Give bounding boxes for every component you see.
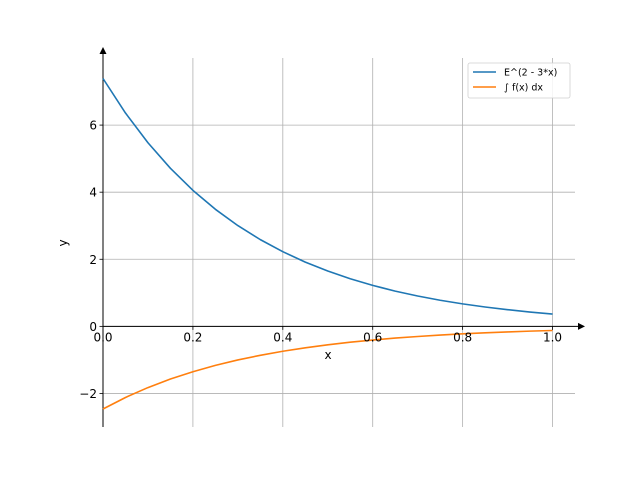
y-axis-label: y (56, 239, 70, 246)
legend-label-1: E^(2 - 3*x) (504, 68, 557, 79)
x-tick-label: 0.6 (363, 330, 382, 344)
y-tick-label: 6 (89, 119, 97, 133)
x-tick-label: 1.0 (543, 330, 562, 344)
grid (102, 58, 575, 427)
x-tick-label: 0.2 (183, 330, 202, 344)
y-tick-label: 2 (89, 253, 97, 267)
tick-labels: 0.0 0.2 0.4 0.6 0.8 1.0 −2 0 2 4 6 (79, 119, 562, 401)
x-tick-label: 0.0 (93, 330, 112, 344)
plot-area (102, 78, 553, 410)
x-axis-arrow-icon (578, 322, 585, 330)
y-tick-label: 4 (89, 186, 97, 200)
legend: E^(2 - 3*x) ∫ f(x) dx (467, 62, 571, 99)
x-tick-label: 0.8 (453, 330, 472, 344)
series-line-1 (102, 78, 553, 315)
x-tick-label: 0.4 (273, 330, 292, 344)
x-axis-label: x (324, 348, 331, 362)
y-tick-label: −2 (79, 387, 97, 401)
legend-label-2: ∫ f(x) dx (504, 83, 543, 94)
y-tick-label: 0 (89, 320, 97, 334)
axes (99, 47, 585, 427)
series-line-2 (102, 329, 553, 410)
y-axis-arrow-icon (99, 47, 107, 54)
